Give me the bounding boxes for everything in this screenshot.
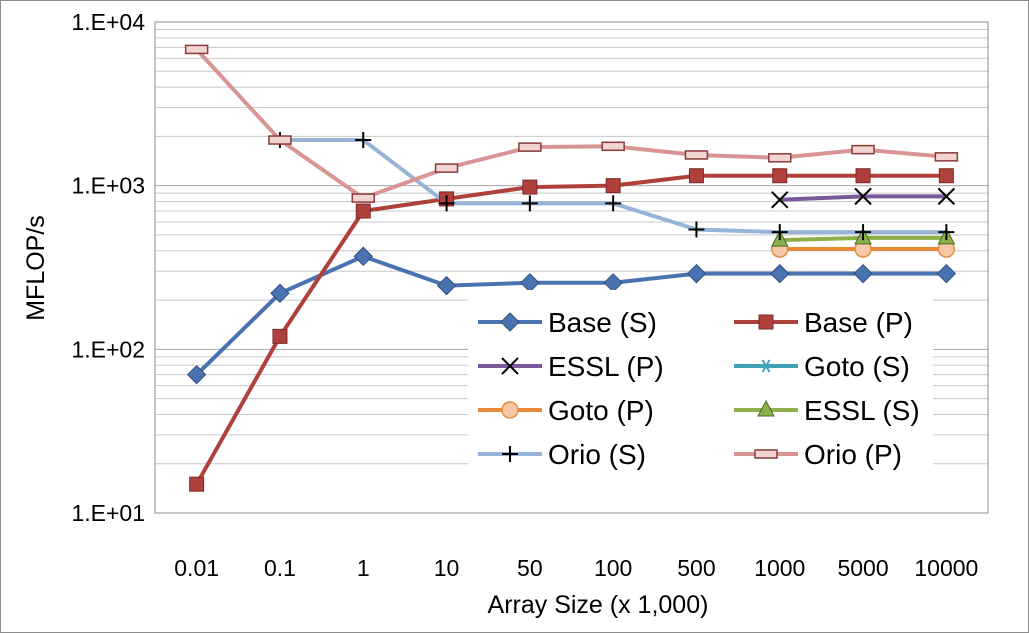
point-base-p <box>272 328 288 344</box>
legend-marker <box>501 401 519 419</box>
point-base-p <box>355 203 371 219</box>
point-orio-s <box>771 224 788 241</box>
point-orio-p <box>518 142 542 152</box>
legend-label: ESSL (P) <box>548 351 664 382</box>
legend-item-orio-s: Orio (S) <box>478 439 646 470</box>
legend-marker <box>759 359 773 373</box>
legend-label: Orio (P) <box>804 439 902 470</box>
point-base-s <box>186 364 207 385</box>
point-orio-p <box>601 141 625 152</box>
point-base-s <box>436 275 457 296</box>
point-base-s <box>353 246 373 267</box>
y-tick-label: 1.E+02 <box>71 336 145 362</box>
point-base-s <box>770 263 790 284</box>
point-base-p <box>522 179 538 195</box>
point-orio-p <box>768 153 792 163</box>
legend-marker <box>758 314 774 330</box>
legend-marker <box>502 446 518 462</box>
y-tick-label: 1.E+04 <box>71 9 145 35</box>
x-axis-title: Array Size (x 1,000) <box>488 591 709 619</box>
point-essl-p <box>854 187 872 206</box>
x-tick-label: 5000 <box>837 555 888 581</box>
point-essl-p <box>937 187 956 206</box>
legend-label: Base (P) <box>804 307 913 338</box>
point-base-s <box>686 263 707 284</box>
point-orio-p <box>351 193 375 203</box>
point-orio-s <box>355 132 372 149</box>
y-axis-ticks: 1.E+01 1.E+02 1.E+03 1.E+04 <box>71 9 145 526</box>
legend-label: Goto (S) <box>804 351 910 382</box>
x-tick-label: 10000 <box>914 555 978 581</box>
point-base-s <box>270 283 290 303</box>
point-base-p <box>772 168 788 184</box>
point-essl-p <box>771 191 789 209</box>
legend-item-goto-p: Goto (P) <box>478 395 654 426</box>
legend-item-base-s: Base (S) <box>478 307 657 338</box>
x-tick-label: 500 <box>677 555 715 581</box>
x-tick-label: 1 <box>357 555 370 581</box>
legend-marker <box>757 399 775 417</box>
point-orio-p <box>934 152 959 162</box>
series-line-base-p <box>194 173 947 486</box>
plot-area <box>154 21 989 514</box>
point-base-s <box>603 273 623 293</box>
legend-marker <box>500 312 520 332</box>
point-base-p <box>605 178 621 194</box>
point-base-p <box>855 168 871 184</box>
legend-marker <box>501 357 519 375</box>
point-base-s <box>520 273 540 293</box>
y-tick-label: 1.E+03 <box>71 173 145 199</box>
point-base-p <box>189 476 205 492</box>
y-axis-title: MFLOP/s <box>22 215 50 321</box>
legend-label: ESSL (S) <box>804 395 920 426</box>
point-orio-p <box>684 150 709 160</box>
point-base-s <box>853 263 873 284</box>
point-orio-p <box>268 135 292 145</box>
legend-label: Orio (S) <box>548 439 646 470</box>
series-markers <box>184 44 959 492</box>
point-orio-s <box>605 195 622 212</box>
legend-item-goto-s: Goto (S) <box>734 351 910 382</box>
legend-label: Base (S) <box>548 307 657 338</box>
x-tick-label: 50 <box>517 555 543 581</box>
point-base-p <box>688 168 704 184</box>
point-orio-s <box>438 195 455 212</box>
x-tick-label: 100 <box>594 555 632 581</box>
legend-item-base-p: Base (P) <box>734 307 913 338</box>
x-tick-label: 1000 <box>754 555 805 581</box>
y-tick-label: 1.E+01 <box>71 500 145 526</box>
point-orio-s <box>521 195 538 212</box>
x-tick-label: 0.1 <box>264 555 296 581</box>
point-orio-s <box>688 221 705 238</box>
point-orio-s <box>938 224 955 241</box>
point-orio-p <box>434 163 459 173</box>
x-tick-label: 10 <box>434 555 460 581</box>
point-orio-s <box>855 224 872 241</box>
legend-item-orio-p: Orio (P) <box>734 439 902 470</box>
point-base-s <box>936 263 957 284</box>
point-orio-p <box>851 144 875 155</box>
legend-item-essl-p: ESSL (P) <box>478 351 664 382</box>
legend-item-essl-s: ESSL (S) <box>734 395 920 426</box>
point-base-p <box>938 168 954 184</box>
legend-background <box>468 290 933 480</box>
x-tick-label: 0.01 <box>174 555 219 581</box>
legend: Base (S) Base (P) ESSL (P) Goto (S) Goto (P)… <box>478 307 920 470</box>
legend-marker <box>754 449 778 459</box>
series-line-orio-p <box>195 48 947 201</box>
legend-label: Goto (P) <box>548 395 654 426</box>
x-axis-ticks: 0.01 0.1 1 10 50 100 500 1000 5000 10000 <box>174 555 978 581</box>
point-orio-p <box>184 44 209 55</box>
